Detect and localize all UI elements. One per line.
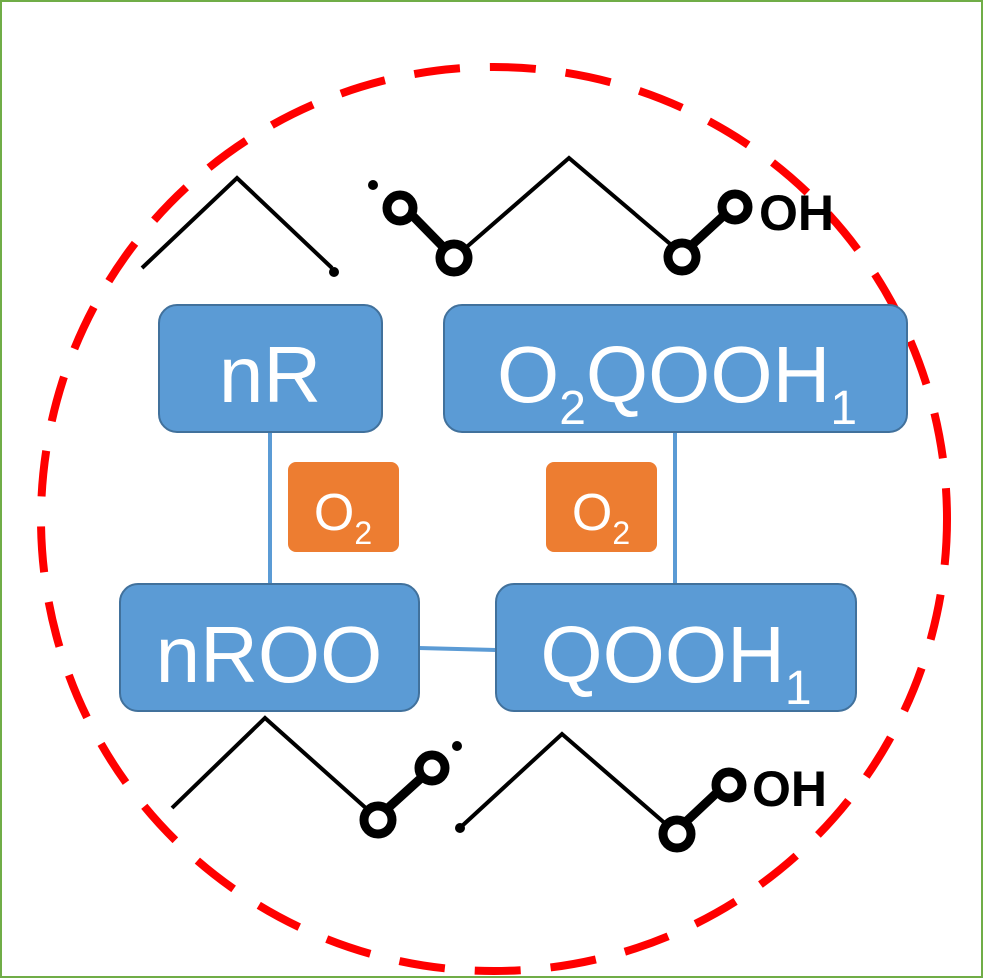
hydroxyl-h-label: OH <box>759 185 834 241</box>
oxygen-reagent-right: O2 <box>546 462 657 552</box>
oxygen-atom <box>359 801 397 839</box>
species-label: nROO <box>156 610 383 699</box>
oxygen-reagent-left: O2 <box>288 462 399 552</box>
species-box-bg <box>443 304 908 433</box>
connector-nroo-qooh1 <box>418 646 497 652</box>
oxygen-atom <box>658 815 696 853</box>
radical-dot <box>452 741 462 751</box>
bond-line <box>140 175 334 270</box>
radical-dot <box>368 180 378 190</box>
oxygen-atom <box>382 190 418 226</box>
oxygen-label: O2 <box>314 484 372 551</box>
oxygen-label: O2 <box>572 484 630 551</box>
o2qooh-structure: OH <box>368 155 834 277</box>
species-box-bg <box>158 304 383 433</box>
species-box-o2qooh1: O2QOOH1 <box>443 304 908 435</box>
species-box-qooh1: QOOH1 <box>495 583 857 715</box>
hydroxyl-h-label: OH <box>752 761 827 817</box>
oxygen-atom <box>717 189 753 225</box>
bond-line <box>460 731 677 834</box>
species-label: O2QOOH1 <box>497 330 857 435</box>
bond-line <box>170 715 379 820</box>
species-box-bg <box>495 583 857 712</box>
species-box-nr: nR <box>158 304 383 433</box>
oxygen-badge-bg <box>288 462 399 552</box>
qooh-structure: OH <box>455 731 827 853</box>
radical-dot <box>329 267 339 277</box>
dashed-boundary-circle <box>37 63 951 975</box>
oxygen-atom <box>663 238 701 276</box>
bond-line <box>452 155 684 260</box>
oxygen-atom <box>414 750 450 786</box>
species-box-nroo: nROO <box>119 583 420 712</box>
alkyl-radical-structure <box>140 175 339 277</box>
oxygen-atom <box>711 767 747 803</box>
species-label: nR <box>219 330 321 419</box>
oxygen-atom <box>435 239 473 277</box>
species-label: QOOH1 <box>540 610 811 715</box>
oxygen-badge-bg <box>546 462 657 552</box>
radical-dot <box>455 823 465 833</box>
species-box-bg <box>119 583 420 712</box>
peroxy-radical-structure <box>170 715 462 839</box>
